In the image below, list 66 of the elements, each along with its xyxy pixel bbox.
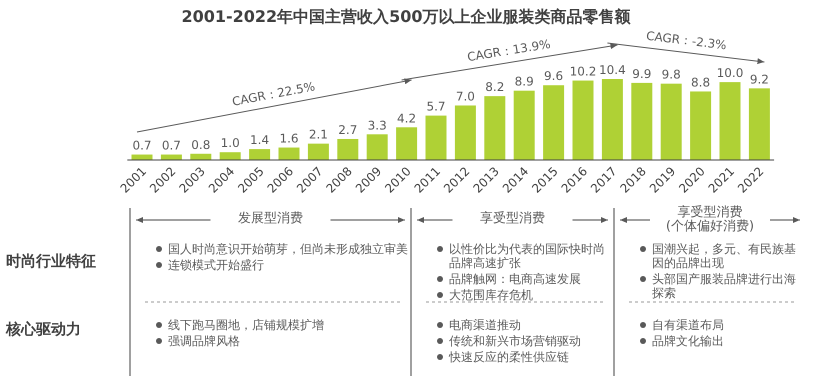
- bar: [396, 127, 418, 160]
- bar: [660, 84, 682, 160]
- text: 享受型消费 (个体偏好消费): [664, 205, 756, 234]
- data-label: 1.4: [250, 133, 270, 148]
- data-label: 7.0: [456, 89, 475, 104]
- text: 品牌文化输出: [651, 334, 725, 348]
- text: 快速反应的柔性供应链: [448, 350, 570, 364]
- bar: [220, 152, 241, 160]
- text: 线下跑马圈地，店铺规模扩增: [167, 318, 325, 332]
- text: 时尚行业特征: [6, 252, 96, 270]
- data-label: 3.3: [368, 118, 387, 132]
- bar: [602, 79, 623, 160]
- data-label: 10.2: [570, 64, 596, 79]
- text: 大范围库存危机: [448, 288, 534, 302]
- bar: [514, 90, 535, 160]
- chart-title: 2001-2022年中国主营收入500万以上企业服装类商品零售额: [181, 7, 632, 26]
- data-label: 8.9: [514, 74, 534, 89]
- bar: [690, 91, 712, 160]
- bar: [278, 148, 300, 160]
- data-label: 2.1: [308, 128, 328, 142]
- bar: [308, 144, 329, 160]
- bar: [720, 82, 740, 160]
- annotation: CAGR：22.5%: [230, 79, 316, 109]
- text: 强调品牌风格: [167, 334, 241, 348]
- text: 传统和新兴市场营销驱动: [448, 334, 582, 348]
- data-label: 0.8: [191, 138, 210, 152]
- text: 核心驱动力: [6, 320, 81, 338]
- data-label: 5.7: [426, 100, 446, 114]
- bar: [426, 116, 446, 160]
- data-label: 2.7: [338, 122, 358, 137]
- data-label: 0.7: [162, 138, 181, 153]
- data-label: 9.9: [632, 66, 652, 81]
- bar: [454, 105, 476, 160]
- bar: [337, 138, 358, 160]
- data-label: 9.2: [750, 72, 769, 86]
- text: 头部国产服装品牌进行出海探索: [651, 272, 797, 300]
- text: 连锁模式开始盛行: [167, 258, 265, 272]
- bar: [366, 134, 388, 160]
- data-label: 9.8: [662, 68, 681, 82]
- text: 电商渠道推动: [448, 318, 522, 332]
- bar: [631, 82, 652, 160]
- bar: [748, 88, 770, 160]
- data-label: 9.6: [544, 69, 564, 84]
- text: CAGR：13.9%: [466, 36, 552, 64]
- bar: [160, 154, 182, 160]
- bar: [249, 149, 270, 160]
- data-label: 4.2: [397, 111, 416, 126]
- text: 以性价比为代表的国际快时尚品牌高速扩张: [448, 242, 606, 270]
- data-label: 1.6: [279, 132, 299, 146]
- data-label: 10.4: [599, 63, 626, 77]
- text: 国人时尚意识开始萌芽，但尚未形成独立审美: [167, 242, 409, 256]
- data-label: 1.0: [220, 136, 240, 150]
- text: 国潮兴起，多元、有民族基因的品牌出现: [651, 242, 797, 270]
- text: CAGR：-2.3%: [645, 28, 728, 52]
- text: 享受型消费: [479, 211, 546, 226]
- bar: [543, 85, 564, 160]
- data-label: 10.0: [716, 66, 744, 80]
- bar: [572, 80, 594, 160]
- bar: [132, 154, 152, 160]
- data-label: 0.7: [132, 138, 152, 153]
- data-label: 8.8: [691, 75, 710, 90]
- text: 自有渠道布局: [651, 318, 725, 332]
- text: 品牌触网：电商高速发展: [448, 272, 582, 286]
- text: 发展型消费: [237, 211, 304, 226]
- data-label: 8.2: [485, 80, 504, 94]
- bar: [484, 96, 506, 160]
